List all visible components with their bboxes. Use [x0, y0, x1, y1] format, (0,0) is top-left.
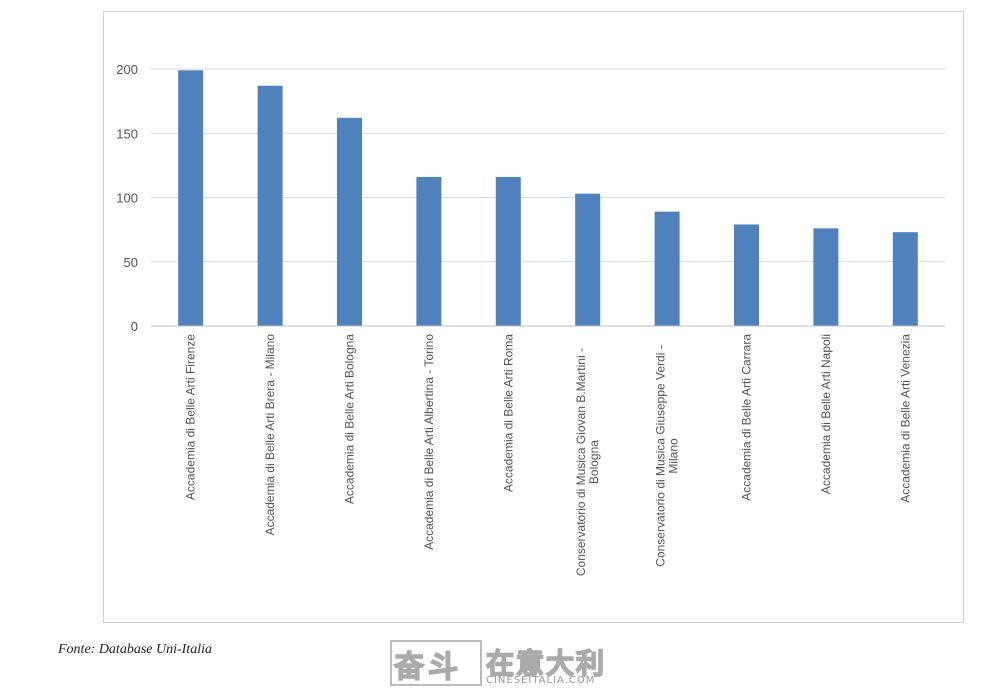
y-tick-label: 150	[116, 126, 138, 141]
x-tick-label: Accademia di Belle Arti Brera - Milano	[263, 334, 277, 536]
x-tick-label: Accademia di Belle Arti Carrara	[740, 334, 754, 501]
y-tick-label: 0	[131, 319, 138, 334]
x-tick-label: Accademia di Belle Arti Roma	[501, 334, 515, 492]
bar	[495, 176, 521, 326]
bar	[813, 228, 839, 326]
y-tick-label: 200	[116, 62, 138, 77]
bar	[734, 224, 759, 326]
x-tick-label: Accademia di Belle Arti Venezia	[898, 334, 912, 503]
bar	[416, 176, 442, 326]
x-tick-label: Conservatorio di Musica Giovan B.Martini…	[574, 348, 601, 576]
chart-frame: 0 50 100 150 200 Accademia di Belle Arti Fire…	[103, 11, 964, 623]
bar	[654, 211, 680, 326]
x-tick-label: Accademia di Belle Arti Bologna	[343, 334, 357, 504]
y-tick-label: 50	[124, 255, 138, 270]
source-note: Fonte: Database Uni-Italia	[58, 642, 212, 657]
watermark-right-text: 在意大利	[485, 646, 607, 681]
bar	[178, 70, 204, 326]
x-tick-label: Accademia di Belle Arti Firenze	[184, 334, 198, 500]
watermark-box	[390, 640, 482, 686]
x-tick-label: Accademia di Belle Arti Napoli	[819, 334, 833, 494]
bar	[337, 117, 362, 326]
y-tick-label: 100	[116, 191, 138, 206]
watermark-left-text: 奋斗	[393, 649, 462, 686]
bar	[575, 193, 601, 326]
watermark-url: CINESEITALIA.COM	[486, 675, 596, 686]
bar	[257, 85, 283, 326]
x-tick-label: Conservatorio di Musica Giuseppe Verdi -…	[654, 345, 681, 566]
bar	[892, 232, 918, 326]
bar-chart: 0 50 100 150 200 Accademia di Belle Arti Fire…	[116, 62, 945, 576]
watermark-logo: 奋斗 在意大利 CINESEITALIA.COM	[390, 640, 612, 688]
x-tick-label: Accademia di Belle Arti Albertina - Tori…	[422, 334, 436, 550]
